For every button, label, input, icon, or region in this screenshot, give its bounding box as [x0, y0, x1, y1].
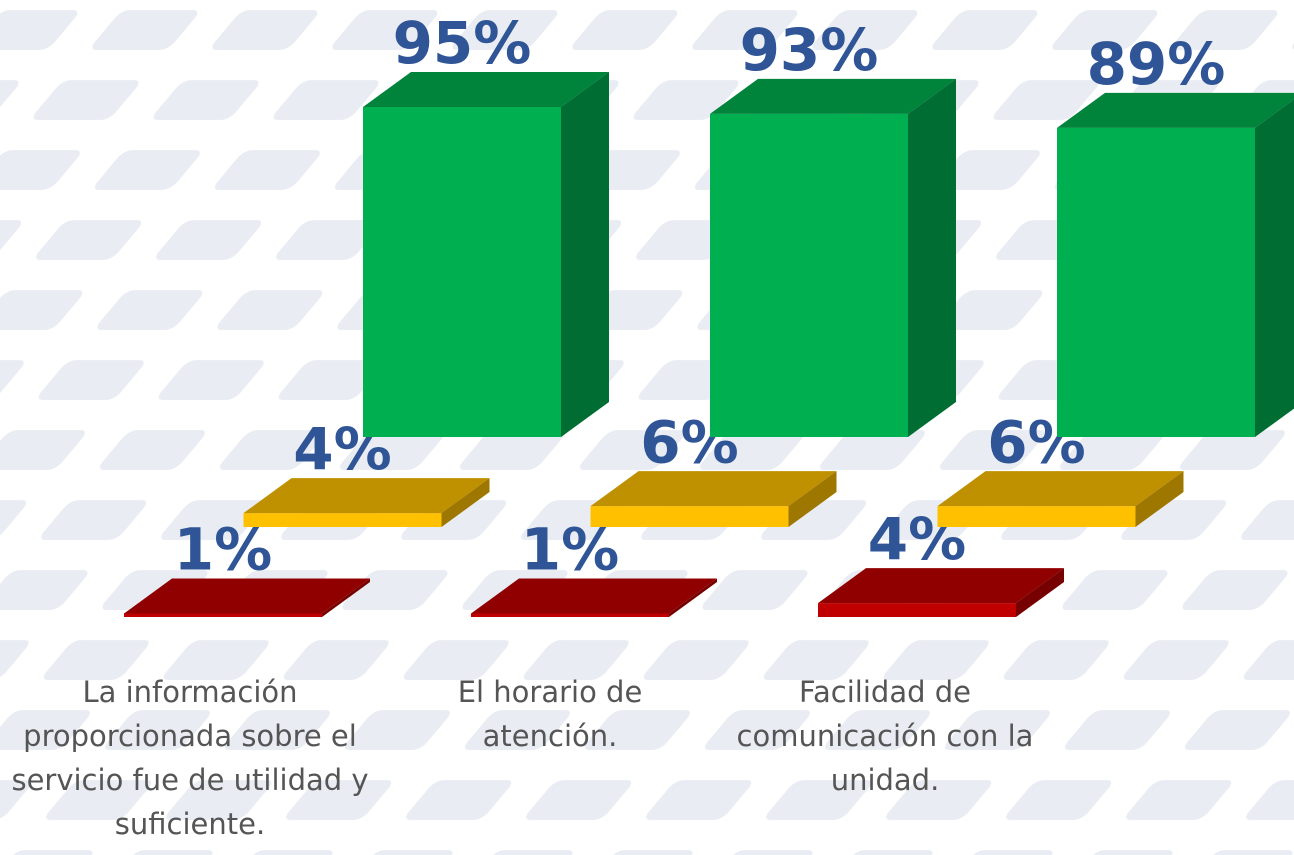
bar-face: [363, 71, 609, 107]
bar-face: [1016, 568, 1064, 617]
bar-face: [561, 71, 609, 437]
bar-face: [1057, 127, 1255, 438]
bar: [590, 471, 837, 527]
bar-face: [818, 603, 1016, 617]
bar-face: [471, 578, 717, 614]
bar: [243, 478, 490, 527]
bar-face: [710, 113, 908, 437]
bar-face: [590, 471, 837, 507]
bar-face: [937, 471, 1184, 507]
value-label: 93%: [740, 16, 879, 84]
bar-face: [243, 478, 490, 514]
bar-face: [788, 471, 837, 527]
bar-face: [471, 613, 669, 617]
bar-face: [710, 78, 956, 114]
bar-face: [818, 568, 1064, 604]
bar: [471, 578, 717, 617]
bar-face: [908, 78, 956, 437]
bar-face: [124, 613, 322, 617]
bar: [818, 568, 1064, 617]
bar-face: [1135, 471, 1184, 527]
bar-face: [590, 506, 789, 527]
bar: [124, 578, 370, 617]
bar: [1057, 92, 1294, 438]
category-label: El horario de atención.: [457, 675, 643, 753]
bar-face: [1255, 99, 1294, 437]
bar: [710, 78, 956, 437]
bar-face: [363, 106, 561, 437]
bar-face: [322, 578, 370, 617]
bar-face: [124, 578, 370, 614]
bar-face: [243, 513, 442, 527]
bar-face: [441, 478, 490, 527]
bar-face: [669, 578, 717, 617]
value-label: 95%: [393, 9, 532, 77]
bar: [937, 471, 1184, 527]
bar-face: [1057, 92, 1294, 128]
category-label: Facilidad de comunicación con la unidad.: [736, 675, 1034, 797]
bar-face: [937, 506, 1136, 527]
value-label: 89%: [1087, 30, 1226, 98]
category-label: La información proporcionada sobre el se…: [11, 675, 369, 841]
bar: [363, 71, 609, 437]
